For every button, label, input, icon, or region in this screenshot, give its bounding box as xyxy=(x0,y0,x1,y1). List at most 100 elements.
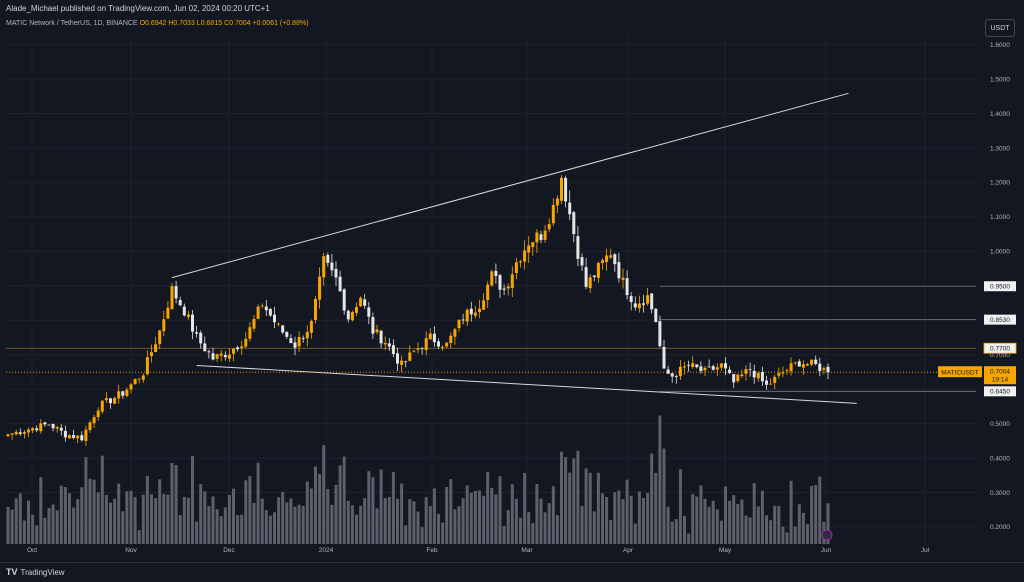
volume-bar xyxy=(617,490,621,544)
currency-button[interactable]: USDT xyxy=(985,19,1015,37)
candle-body xyxy=(121,391,125,396)
volume-bar xyxy=(170,463,174,544)
volume-bar xyxy=(728,500,732,544)
candle-body xyxy=(158,330,162,344)
candle-body xyxy=(711,366,715,370)
tradingview-logo[interactable]: TV TradingView xyxy=(6,567,65,577)
volume-bar xyxy=(535,483,539,544)
volume-bar xyxy=(289,498,293,544)
candle-body xyxy=(818,363,822,372)
volume-bar xyxy=(539,498,543,544)
candle-body xyxy=(236,347,240,350)
volume-bar xyxy=(441,522,445,544)
candle-body xyxy=(703,367,707,371)
candle-body xyxy=(76,435,80,439)
candle-body xyxy=(461,319,465,321)
candle-body xyxy=(719,363,723,368)
candle-body xyxy=(756,373,760,379)
volume-bar xyxy=(584,468,588,544)
candle-body xyxy=(760,371,764,382)
volume-bar xyxy=(186,497,190,544)
volume-bar xyxy=(432,488,436,544)
candle-body xyxy=(785,370,789,372)
volume-bar xyxy=(773,505,777,544)
volume-bar xyxy=(334,484,338,544)
candle-body xyxy=(514,262,518,273)
volume-bar xyxy=(297,504,301,544)
volume-bar xyxy=(736,504,740,544)
volume-bar xyxy=(625,479,629,544)
volume-bar xyxy=(121,511,125,544)
price-level-value: 0.8530 xyxy=(990,317,1010,324)
candle-body xyxy=(519,261,522,263)
volume-bar xyxy=(765,515,768,544)
candle-body xyxy=(588,277,592,289)
candle-body xyxy=(625,278,629,296)
volume-bar xyxy=(207,506,211,544)
volume-bar xyxy=(719,520,723,544)
candle-body xyxy=(223,355,227,358)
candle-body xyxy=(564,177,568,202)
support-trendline xyxy=(196,364,857,404)
volume-bar xyxy=(596,472,600,544)
volume-bar xyxy=(531,523,535,544)
volume-bar xyxy=(150,494,153,544)
candle-body xyxy=(765,380,768,385)
candle-body xyxy=(281,325,285,333)
candle-body xyxy=(350,312,354,321)
candle-body xyxy=(117,391,121,399)
volume-bar xyxy=(260,498,264,544)
candle-body xyxy=(650,293,654,310)
volume-bar xyxy=(63,487,67,544)
volume-bar xyxy=(687,533,691,544)
price-level-tag xyxy=(984,281,1016,292)
volume-bar xyxy=(367,471,371,544)
volume-bar xyxy=(346,500,350,544)
volume-bar xyxy=(162,494,166,544)
candle-body xyxy=(244,338,248,347)
volume-bar xyxy=(27,500,30,544)
volume-bar xyxy=(756,506,760,544)
volume-bar xyxy=(695,496,699,544)
price-level-value: 0.6450 xyxy=(990,389,1010,396)
volume-bar xyxy=(223,507,227,544)
volume-bar xyxy=(592,511,596,544)
price-chart[interactable]: 1.6000 1.5000 1.4000 1.3000 1.2000 1.1000 1.00… xyxy=(0,0,1024,562)
candle-body xyxy=(560,177,563,201)
candle-body xyxy=(482,300,486,310)
candle-body xyxy=(166,307,170,319)
volume-bar xyxy=(14,498,18,544)
candle-body xyxy=(551,204,555,224)
volume-bar xyxy=(818,476,822,544)
volume-bar xyxy=(174,465,178,544)
volume-bar xyxy=(510,484,514,544)
candle-body xyxy=(322,256,326,278)
candle-body xyxy=(473,312,477,316)
candle-body xyxy=(699,366,703,372)
volume-bar xyxy=(789,480,793,544)
volume-bar xyxy=(810,486,814,544)
candle-body xyxy=(662,346,666,369)
candle-body xyxy=(736,374,740,382)
candle-body xyxy=(35,428,39,431)
volume-bar xyxy=(338,465,342,544)
candle-body xyxy=(318,276,322,300)
volume-bar xyxy=(125,491,129,544)
candle-body xyxy=(207,351,211,353)
candle-body xyxy=(104,398,108,401)
candle-body xyxy=(678,366,682,377)
y-tick-label: 1.5000 xyxy=(990,76,1010,83)
candle-body xyxy=(326,254,330,263)
price-level-tag xyxy=(984,314,1016,325)
candle-body xyxy=(150,352,153,357)
volume-bar xyxy=(605,497,609,544)
candle-body xyxy=(387,343,391,347)
volume-bar xyxy=(408,499,412,544)
volume-bar xyxy=(482,495,486,544)
candle-body xyxy=(416,348,420,350)
x-tick-label: Oct xyxy=(27,547,37,554)
candle-body xyxy=(822,368,826,370)
volume-bar xyxy=(35,525,39,544)
candle-body xyxy=(109,398,112,404)
volume-bar xyxy=(100,455,104,544)
